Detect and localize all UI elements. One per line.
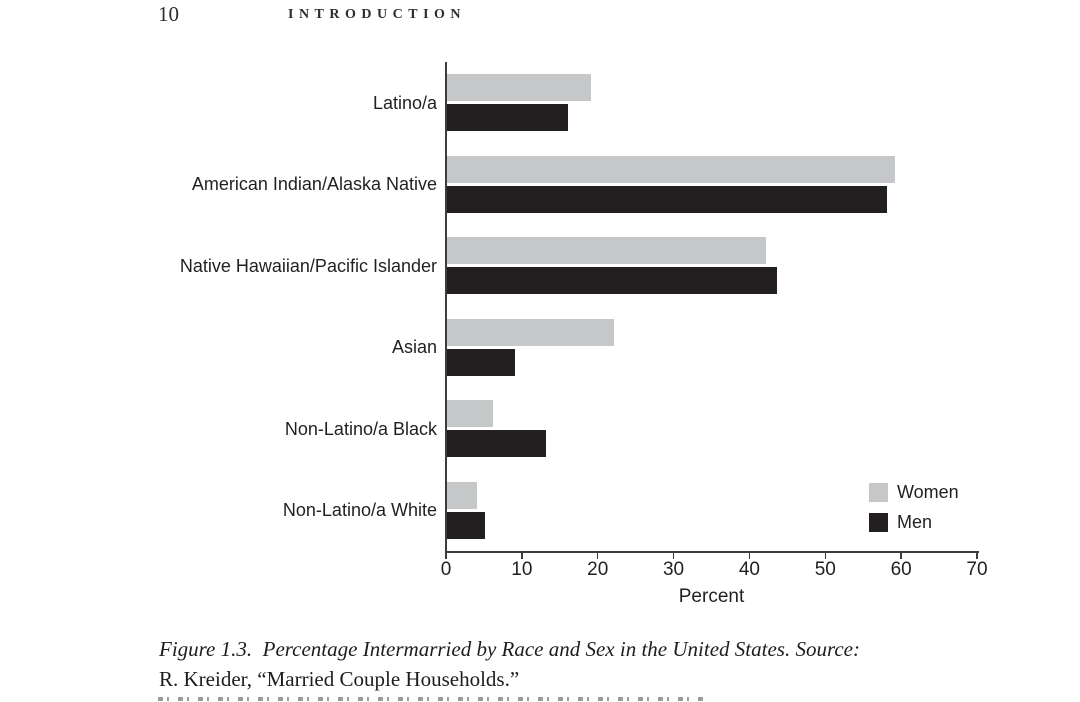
bar-men-4 [447,430,546,458]
x-axis-tick [748,552,751,559]
category-label: Native Hawaiian/Pacific Islander [179,255,437,276]
bar-men-2 [447,267,777,295]
bar-women-1 [447,155,895,183]
bar-women-2 [447,237,766,265]
x-axis-line [445,551,979,553]
clipped-text-line [158,697,703,701]
category-label: Non-Latino/a Black [284,418,437,439]
x-axis-title: Percent [678,586,745,607]
x-axis-tick [521,552,523,559]
x-axis-tick [672,552,675,559]
bar-men-0 [447,104,569,132]
x-tick-label: 10 [511,559,533,580]
y-axis-line [445,62,447,553]
category-label: Non-Latino/a White [282,500,437,521]
legend-label-women: Women [897,482,959,502]
bar-women-3 [447,318,614,346]
legend-swatch-men [869,513,888,532]
bar-women-0 [447,74,592,102]
x-tick-label: 20 [587,559,609,580]
page-number: 10 [158,2,179,26]
running-head: INTRODUCTION [288,7,467,22]
legend-item-men: Men [869,512,959,533]
category-label: Asian [391,337,437,358]
bar-men-5 [447,511,485,539]
bar-men-3 [447,348,516,376]
category-label: American Indian/Alaska Native [191,174,437,195]
chart-legend: Women Men [869,482,959,533]
bar-women-5 [447,481,478,509]
legend-swatch-women [869,483,888,502]
x-tick-label: 30 [662,559,685,580]
figure-caption: Figure 1.3. Percentage Intermarried by R… [159,634,989,694]
x-axis-tick [976,552,978,559]
x-tick-label: 70 [966,559,988,580]
legend-item-women: Women [869,482,959,503]
bar-men-1 [447,185,887,213]
x-axis-tick [824,552,827,559]
x-tick-label: 40 [738,559,760,580]
caption-line-2: R. Kreider, “Married Couple Households.” [159,667,520,691]
x-tick-label: 0 [440,559,452,580]
x-axis-tick [596,552,599,559]
x-tick-label: 50 [814,559,836,580]
caption-line-1: Figure 1.3. Percentage Intermarried by R… [159,637,860,661]
x-axis-tick [445,552,447,559]
x-axis-tick [900,552,902,559]
bar-women-4 [447,400,493,428]
x-tick-label: 60 [890,559,912,580]
legend-label-men: Men [897,512,933,532]
category-label: Latino/a [372,92,437,113]
